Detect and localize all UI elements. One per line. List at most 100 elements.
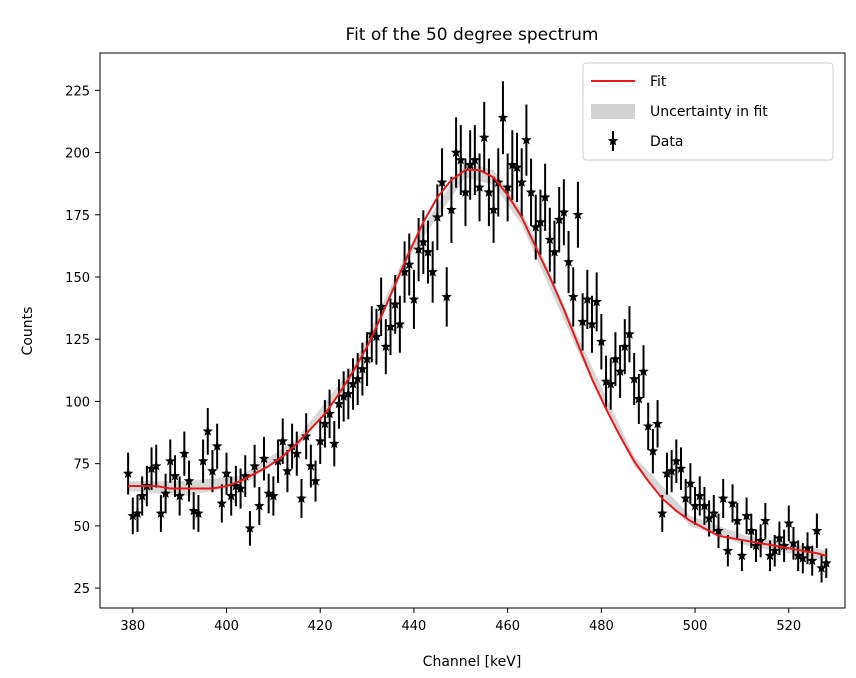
data-point [268, 476, 279, 516]
data-point [254, 487, 265, 525]
data-marker [221, 468, 232, 479]
data-marker [774, 532, 785, 543]
data-marker [708, 507, 720, 518]
x-tick-label: 400 [214, 619, 239, 634]
data-marker [685, 478, 696, 489]
data-marker [380, 341, 392, 352]
data-marker [516, 176, 527, 187]
data-point [699, 487, 710, 525]
data-point [244, 510, 256, 546]
data-point [300, 413, 312, 460]
data-point [155, 494, 167, 532]
data-point [151, 444, 162, 488]
data-point [722, 535, 734, 567]
data-point [258, 436, 270, 481]
data-point [235, 468, 246, 509]
data-point [197, 439, 209, 483]
data-point [136, 476, 148, 516]
data-point [474, 153, 485, 222]
data-marker [732, 515, 743, 526]
data-point [521, 104, 532, 176]
data-point [174, 476, 185, 516]
data-point [366, 306, 377, 363]
data-marker [282, 465, 293, 476]
data-point [404, 233, 415, 296]
data-marker [614, 366, 626, 377]
data-point [750, 529, 762, 562]
data-point [774, 521, 785, 556]
data-marker [464, 159, 476, 170]
data-point [586, 295, 598, 353]
data-point [657, 494, 668, 532]
y-tick-label: 50 [73, 520, 90, 535]
data-marker [446, 204, 457, 215]
data-marker [675, 463, 687, 474]
data-marker [277, 435, 288, 446]
data-point [225, 476, 237, 516]
data-marker [821, 557, 832, 568]
data-marker [642, 420, 654, 431]
data-point [760, 502, 771, 539]
data-marker [375, 301, 387, 312]
data-point [806, 545, 818, 576]
data-marker [455, 154, 467, 165]
data-marker [525, 186, 537, 197]
data-marker [755, 535, 766, 546]
data-marker [633, 393, 645, 404]
data-marker [225, 490, 237, 501]
data-marker [802, 542, 813, 553]
data-point [582, 269, 593, 329]
data-point [329, 421, 340, 467]
data-marker [132, 507, 143, 518]
y-tick-label: 225 [65, 84, 90, 99]
data-marker [488, 204, 499, 215]
data-point [413, 218, 424, 282]
data-point [338, 371, 349, 422]
data-point [324, 389, 335, 439]
data-point [427, 241, 438, 303]
data-point [769, 535, 780, 567]
data-point [516, 148, 527, 217]
data-point [549, 220, 560, 284]
data-point [132, 494, 143, 532]
data-marker [521, 134, 532, 145]
data-marker [577, 316, 588, 327]
data-point [671, 439, 682, 483]
data-marker [188, 505, 199, 516]
data-marker [286, 440, 298, 451]
data-marker [783, 517, 794, 528]
data-point [380, 319, 392, 375]
x-tick-label: 420 [308, 619, 333, 634]
data-point [371, 308, 382, 365]
data-marker [165, 455, 176, 466]
data-point [647, 428, 659, 474]
data-point [741, 497, 752, 535]
data-marker [478, 132, 490, 143]
data-point [469, 125, 481, 195]
legend-band-swatch [591, 104, 635, 119]
data-marker [769, 545, 780, 556]
data-marker [699, 500, 710, 511]
data-point [797, 543, 809, 574]
data-marker [366, 328, 377, 339]
data-marker [746, 525, 757, 536]
data-point [507, 130, 518, 200]
data-marker [736, 550, 748, 561]
data-marker [216, 497, 228, 508]
legend-label: Uncertainty in fit [650, 104, 768, 120]
x-tick-label: 380 [120, 619, 145, 634]
data-point [483, 158, 495, 227]
data-point [310, 460, 321, 502]
data-point [642, 402, 654, 450]
data-marker [193, 507, 204, 518]
data-marker [572, 209, 584, 220]
data-marker [502, 181, 513, 192]
chart-title: Fit of the 50 degree spectrum [346, 25, 599, 45]
data-point [464, 130, 476, 200]
data-marker [268, 490, 279, 501]
data-marker [680, 492, 691, 503]
data-marker [727, 497, 738, 508]
data-marker [258, 453, 270, 464]
data-marker [568, 291, 579, 302]
